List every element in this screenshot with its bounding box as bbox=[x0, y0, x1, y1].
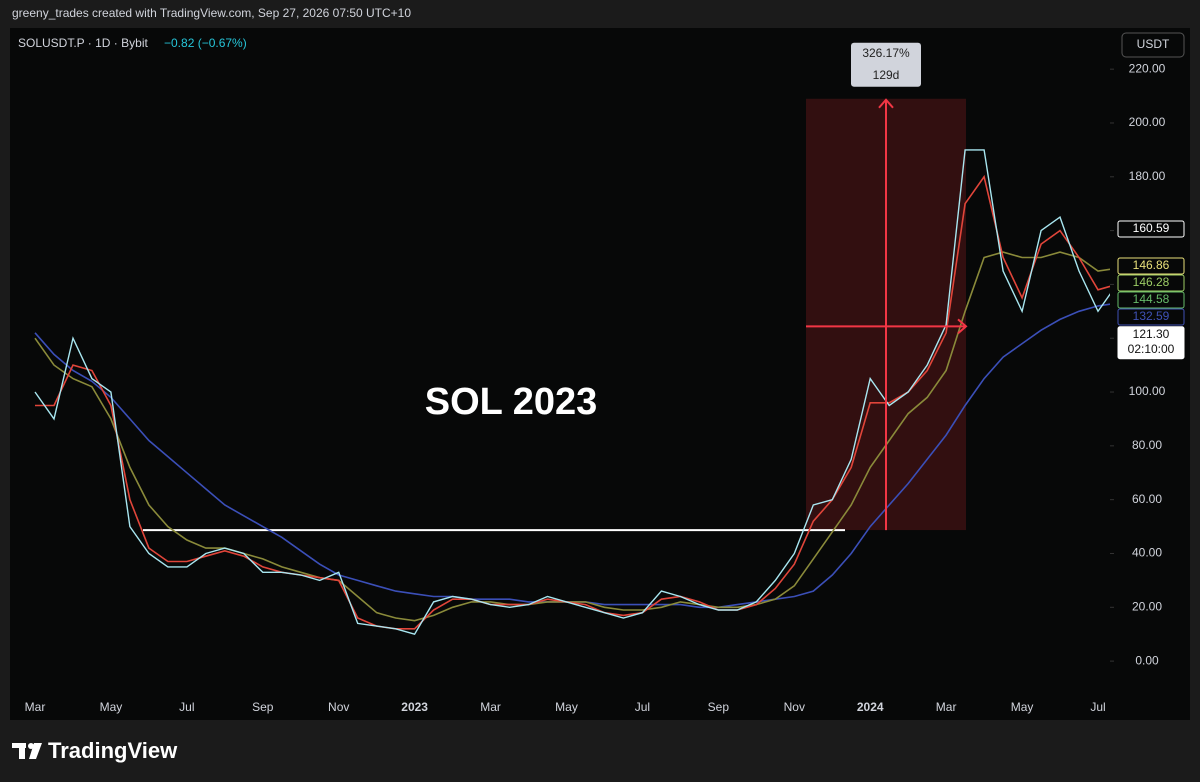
y-tick-label: 220.00 bbox=[1129, 61, 1166, 75]
x-tick-label: Mar bbox=[480, 700, 501, 714]
arrow-head bbox=[957, 318, 968, 335]
price-label-box bbox=[1117, 257, 1185, 275]
y-tick-label: 180.00 bbox=[1129, 169, 1166, 183]
x-tick-label: 2023 bbox=[401, 700, 428, 714]
y-tick-label: 40.00 bbox=[1132, 546, 1162, 560]
arrow-head bbox=[878, 98, 894, 109]
y-tick-label: 20.00 bbox=[1132, 599, 1162, 613]
price-label-box bbox=[1117, 291, 1185, 309]
price-label: 132.59 bbox=[1133, 309, 1170, 323]
countdown: 02:10:00 bbox=[1128, 342, 1175, 356]
price-label: 146.86 bbox=[1133, 258, 1170, 272]
y-tick-label: 200.00 bbox=[1129, 115, 1166, 129]
price-line bbox=[34, 251, 1110, 622]
measure-label-box bbox=[851, 42, 921, 87]
x-tick-label: Jul bbox=[1090, 700, 1105, 714]
price-label-box bbox=[1117, 274, 1185, 292]
y-tick-label: 60.00 bbox=[1132, 492, 1162, 506]
x-tick-label: 2024 bbox=[857, 700, 884, 714]
brand: TradingView bbox=[48, 738, 178, 763]
measure-label: 129d bbox=[873, 68, 900, 82]
x-tick-label: Sep bbox=[708, 700, 730, 714]
price-label: 160.59 bbox=[1133, 221, 1170, 235]
price-label-box bbox=[1117, 308, 1185, 326]
plot bbox=[34, 98, 1110, 636]
logo bbox=[12, 743, 42, 759]
measure-label: 326.17% bbox=[862, 46, 910, 60]
x-tick-label: May bbox=[555, 700, 578, 714]
x-tick-label: Mar bbox=[936, 700, 957, 714]
chart-panel bbox=[10, 28, 1190, 720]
x-tick-label: Jul bbox=[635, 700, 650, 714]
x-tick-label: May bbox=[100, 700, 123, 714]
price-label: 146.28 bbox=[1133, 275, 1170, 289]
symbol: SOLUSDT.P · 1D · Bybit bbox=[18, 36, 148, 50]
x-tick-label: May bbox=[1011, 700, 1034, 714]
currency[interactable]: USDT bbox=[1137, 37, 1170, 51]
y-tick-label: 100.00 bbox=[1129, 384, 1166, 398]
x-tick-label: Nov bbox=[328, 700, 349, 714]
y-tick-label: 0.00 bbox=[1135, 653, 1159, 667]
x-tick-label: Sep bbox=[252, 700, 274, 714]
price-label-box bbox=[1117, 220, 1185, 238]
x-tick-label: Mar bbox=[25, 700, 46, 714]
change: −0.82 (−0.67%) bbox=[164, 36, 247, 50]
price-label-box bbox=[1117, 326, 1185, 360]
x-tick-label: Nov bbox=[784, 700, 805, 714]
price-line bbox=[34, 149, 1110, 636]
x-tick-label: Jul bbox=[179, 700, 194, 714]
price-label: 144.58 bbox=[1133, 292, 1170, 306]
header: greeny_trades created with TradingView.c… bbox=[12, 6, 411, 20]
price-label: 121.30 bbox=[1133, 327, 1170, 341]
annotation: SOL 2023 bbox=[425, 381, 598, 423]
y-tick-label: 80.00 bbox=[1132, 438, 1162, 452]
price-line bbox=[35, 174, 1110, 630]
currency-box[interactable] bbox=[1121, 32, 1185, 58]
